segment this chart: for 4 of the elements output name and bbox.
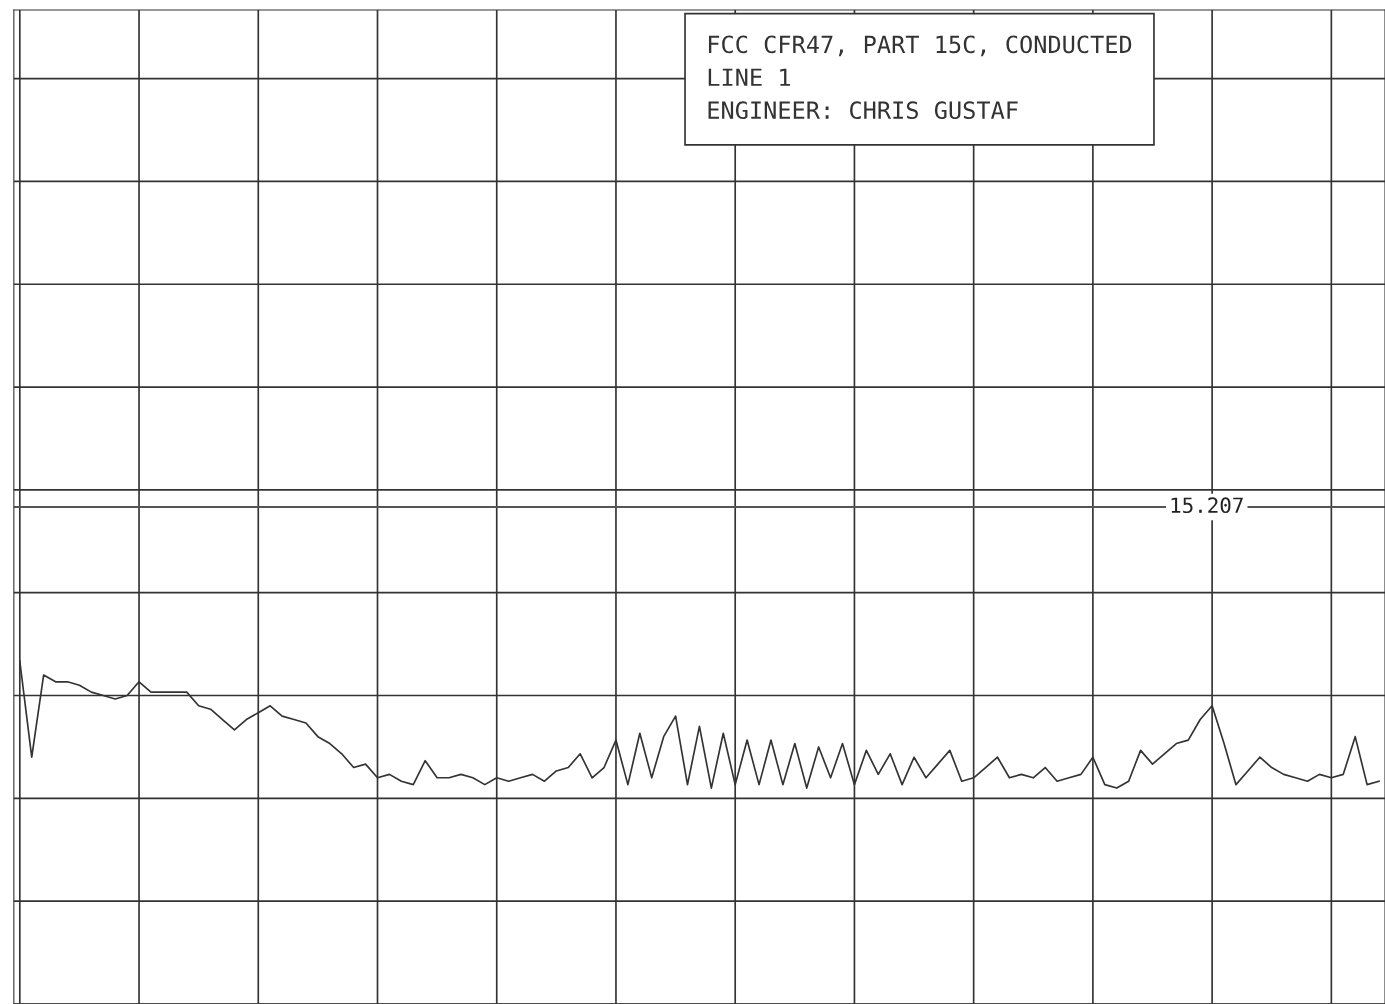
annotation: 15.207 — [1171, 497, 1243, 514]
text: LINE 1 — [708, 68, 790, 86]
chart-title: FCC CFR47, PART 15C, CONDUCTED — [708, 35, 1132, 57]
text: ENGINEER: CHRIS GUSTAF — [708, 101, 1018, 120]
